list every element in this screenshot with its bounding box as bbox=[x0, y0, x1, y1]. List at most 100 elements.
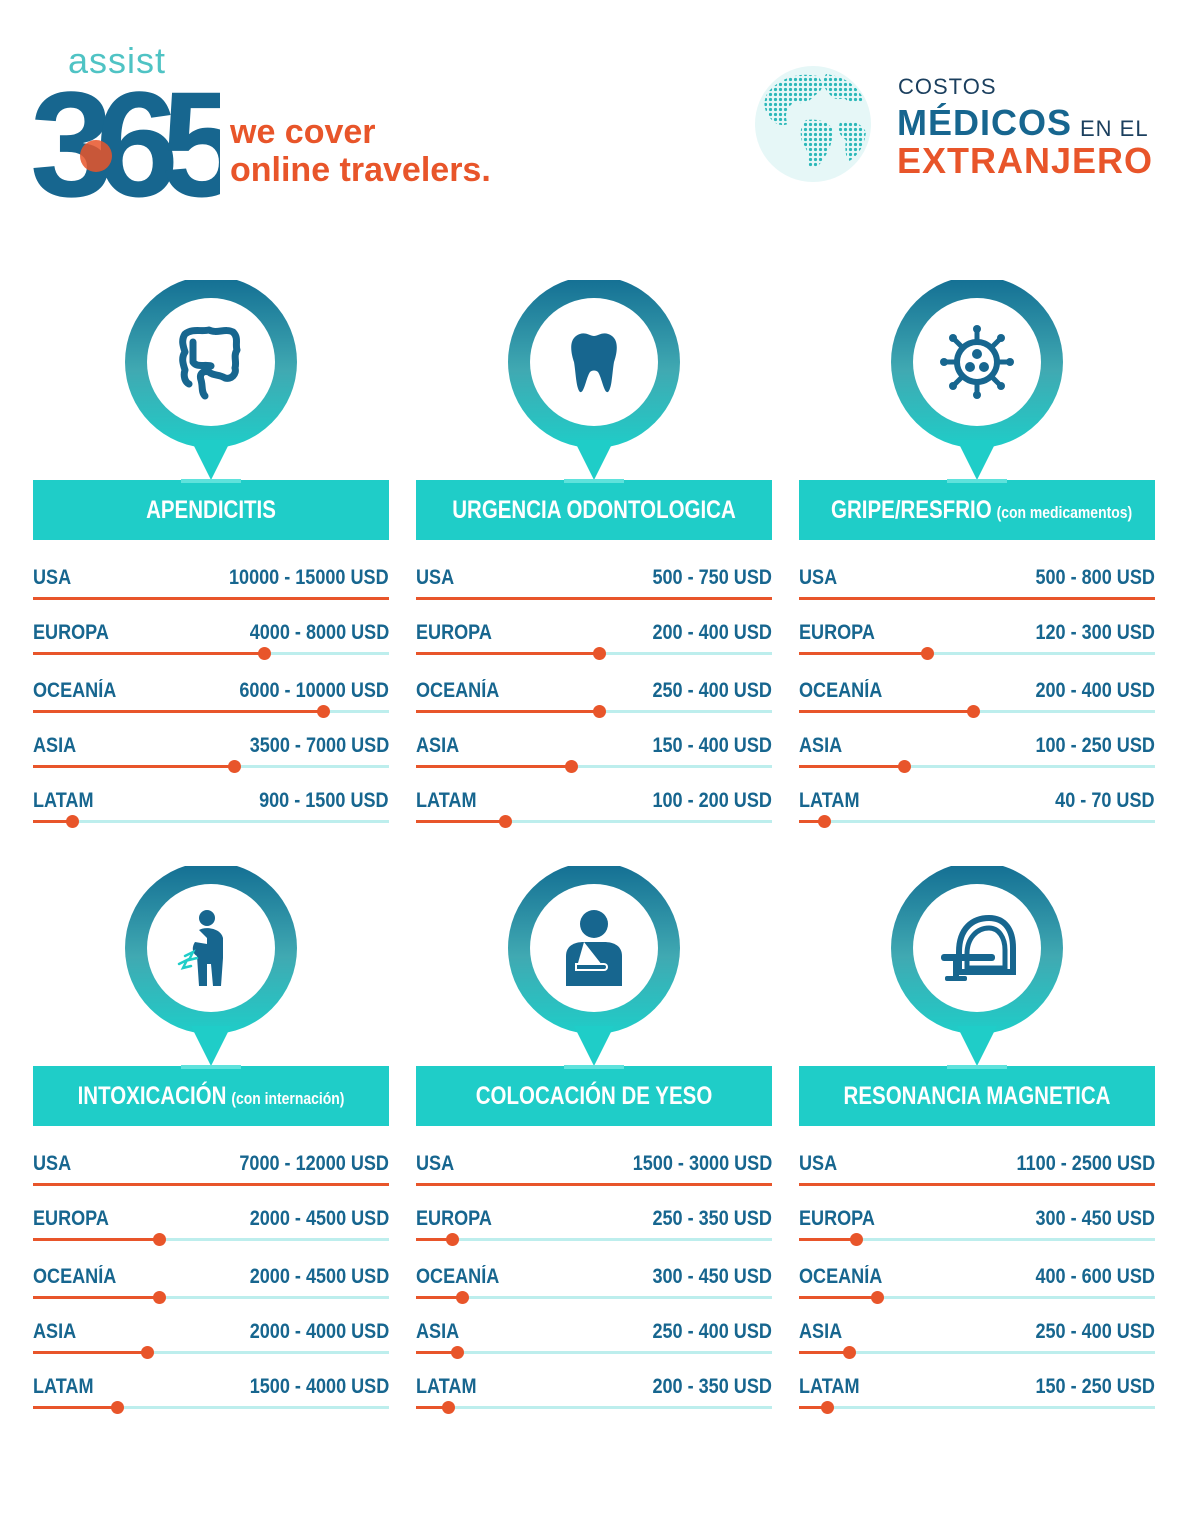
cost-bar-track bbox=[416, 1346, 772, 1359]
cost-bar-marker bbox=[821, 1401, 835, 1414]
header-notch bbox=[564, 1065, 624, 1069]
card-title-note: (con internación) bbox=[231, 1089, 345, 1108]
title-line-2: MÉDICOS bbox=[897, 102, 1073, 143]
cost-bar-marker bbox=[593, 705, 607, 718]
cost-bar-fill bbox=[416, 765, 571, 768]
cost-row: LATAM 150 - 250 USD bbox=[799, 1375, 1155, 1430]
cost-bar-marker bbox=[564, 760, 578, 773]
cost-bar-fill bbox=[33, 652, 265, 655]
cost-bar-fill bbox=[416, 652, 600, 655]
card-title: INTOXICACIÓN (con internación) bbox=[65, 1082, 357, 1111]
cost-bar-fill bbox=[33, 597, 389, 600]
card-header: GRIPE/RESFRIO (con medicamentos) bbox=[799, 479, 1155, 540]
price-range: 900 - 1500 USD bbox=[259, 789, 389, 812]
region-label: USA bbox=[799, 566, 838, 589]
cost-card: COLOCACIÓN DE YESO USA 1500 - 3000 USD EURO… bbox=[416, 866, 772, 1436]
cost-bar-fill bbox=[33, 710, 324, 713]
cost-bar-marker bbox=[849, 1233, 863, 1246]
cost-bar-marker bbox=[921, 647, 935, 660]
cost-bar-track bbox=[33, 705, 389, 718]
page-title: COSTOS MÉDICOS EN EL EXTRANJERO bbox=[748, 62, 1168, 192]
cost-bar-fill bbox=[416, 1296, 463, 1299]
brand-assist-text: assist bbox=[68, 40, 167, 81]
region-label: USA bbox=[33, 1152, 72, 1175]
card-title-text: APENDICITIS bbox=[146, 496, 276, 524]
cost-bar-fill bbox=[33, 1183, 389, 1186]
cost-bar-fill bbox=[416, 1351, 457, 1354]
cost-row: LATAM 100 - 200 USD bbox=[416, 789, 772, 844]
cost-row: ASIA 250 - 400 USD bbox=[416, 1320, 772, 1375]
cost-bar-track bbox=[799, 815, 1155, 828]
card-header: APENDICITIS bbox=[33, 479, 389, 540]
price-range: 200 - 400 USD bbox=[652, 621, 772, 644]
card-title-text: RESONANCIA MAGNETICA bbox=[843, 1082, 1111, 1110]
card-title-text: URGENCIA ODONTOLOGICA bbox=[452, 496, 736, 524]
cost-bar-track bbox=[416, 1401, 772, 1414]
region-label: OCEANÍA bbox=[416, 1265, 500, 1288]
price-range: 2000 - 4500 USD bbox=[249, 1207, 389, 1230]
cost-bar-fill bbox=[33, 1296, 160, 1299]
price-range: 7000 - 12000 USD bbox=[239, 1152, 389, 1175]
pin-marker bbox=[125, 866, 297, 1066]
cost-bar-track bbox=[799, 597, 1155, 600]
cost-bar-fill bbox=[416, 710, 600, 713]
region-label: EUROPA bbox=[799, 1207, 875, 1230]
cost-bar-marker bbox=[871, 1291, 885, 1304]
cost-row: EUROPA 300 - 450 USD bbox=[799, 1207, 1155, 1262]
cost-card: URGENCIA ODONTOLOGICA USA 500 - 750 USD EUR… bbox=[416, 280, 772, 850]
region-label: ASIA bbox=[33, 734, 77, 757]
pin-marker bbox=[508, 866, 680, 1066]
cost-bar-marker bbox=[898, 760, 912, 773]
cost-bar-fill bbox=[799, 1183, 1155, 1186]
header-notch bbox=[181, 479, 241, 483]
price-range: 200 - 400 USD bbox=[1035, 679, 1155, 702]
brand-number: 365 bbox=[30, 84, 220, 204]
cost-row: EUROPA 250 - 350 USD bbox=[416, 1207, 772, 1262]
cost-bar-fill bbox=[416, 1238, 452, 1241]
cost-bar-track bbox=[33, 1401, 389, 1414]
cost-bar-marker bbox=[442, 1401, 456, 1414]
region-label: OCEANÍA bbox=[799, 1265, 883, 1288]
cost-bar-track bbox=[416, 705, 772, 718]
cost-bar-marker bbox=[456, 1291, 470, 1304]
cost-row: ASIA 3500 - 7000 USD bbox=[33, 734, 389, 789]
region-label: USA bbox=[416, 566, 455, 589]
card-title-text: GRIPE/RESFRIO bbox=[831, 496, 992, 524]
cost-bar-fill bbox=[33, 820, 73, 823]
card-title: RESONANCIA MAGNETICA bbox=[831, 1082, 1123, 1111]
card-title: GRIPE/RESFRIO (con medicamentos) bbox=[831, 496, 1132, 525]
cost-row: EUROPA 200 - 400 USD bbox=[416, 621, 772, 676]
cost-row: OCEANÍA 2000 - 4500 USD bbox=[33, 1265, 389, 1320]
card-header: URGENCIA ODONTOLOGICA bbox=[416, 479, 772, 540]
cost-bar-marker bbox=[817, 815, 831, 828]
cost-bar-track bbox=[33, 1346, 389, 1359]
cost-bar-marker bbox=[967, 705, 981, 718]
title-line-2-suffix: EN EL bbox=[1080, 116, 1149, 141]
cost-bar-track bbox=[799, 705, 1155, 718]
cost-bar-marker bbox=[228, 760, 242, 773]
title-line-3: EXTRANJERO bbox=[897, 140, 1154, 181]
cost-bar-track bbox=[416, 647, 772, 660]
cost-bar-marker bbox=[445, 1233, 459, 1246]
cost-bar-marker bbox=[140, 1346, 154, 1359]
cost-bar-fill bbox=[799, 820, 824, 823]
cost-bar-marker bbox=[66, 815, 80, 828]
cost-bar-track bbox=[416, 815, 772, 828]
card-title-text: INTOXICACIÓN bbox=[77, 1082, 227, 1110]
region-label: EUROPA bbox=[33, 621, 109, 644]
region-label: LATAM bbox=[416, 1375, 477, 1398]
cost-bar-fill bbox=[799, 597, 1155, 600]
price-range: 1100 - 2500 USD bbox=[1016, 1152, 1155, 1175]
intestine-icon bbox=[171, 322, 251, 402]
cost-bar-marker bbox=[153, 1233, 167, 1246]
brand-tagline-2: online travelers. bbox=[230, 151, 491, 189]
cost-bar-fill bbox=[799, 1238, 856, 1241]
price-range: 1500 - 3000 USD bbox=[632, 1152, 772, 1175]
cost-bar-fill bbox=[799, 1296, 878, 1299]
cost-bar-track bbox=[33, 647, 389, 660]
cost-bar-fill bbox=[416, 820, 505, 823]
region-label: USA bbox=[33, 566, 72, 589]
title-line-1: COSTOS bbox=[898, 74, 997, 99]
cost-bar-track bbox=[416, 760, 772, 773]
cost-bar-track bbox=[799, 1233, 1155, 1246]
